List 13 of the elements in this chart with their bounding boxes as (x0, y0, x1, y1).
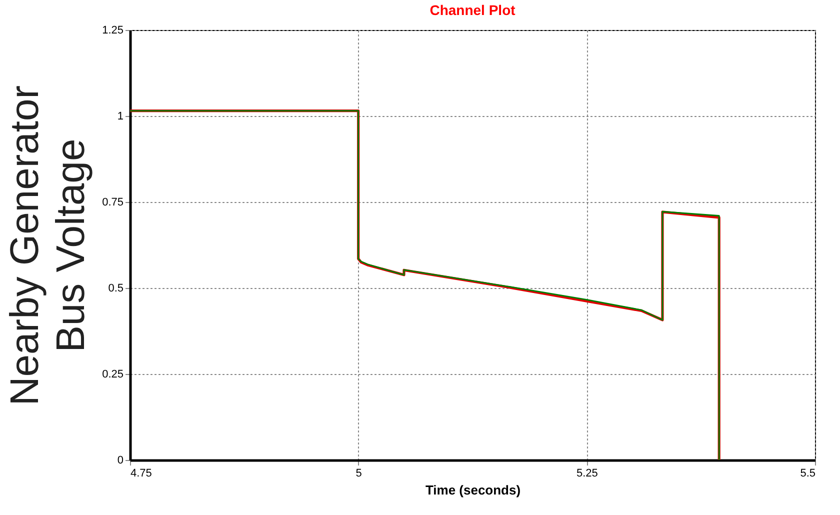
x-tick-label: 4.75 (130, 468, 152, 480)
x-tick-label: 5 (356, 468, 362, 480)
y-axis-title: Nearby Generator Bus Voltage (3, 85, 94, 406)
y-tick-label: 1.25 (102, 24, 124, 36)
y-tick-label: 0.5 (108, 282, 124, 294)
x-axis-title: Time (seconds) (425, 482, 521, 498)
x-tick-label: 5.25 (576, 468, 598, 480)
chart-title: Channel Plot (430, 2, 516, 18)
y-tick-label: 1 (117, 110, 124, 122)
x-tick-label: 5.5 (800, 468, 816, 480)
y-tick-label: 0.25 (102, 368, 124, 380)
y-tick-label: 0 (117, 454, 124, 466)
y-tick-label: 0.75 (102, 196, 124, 208)
